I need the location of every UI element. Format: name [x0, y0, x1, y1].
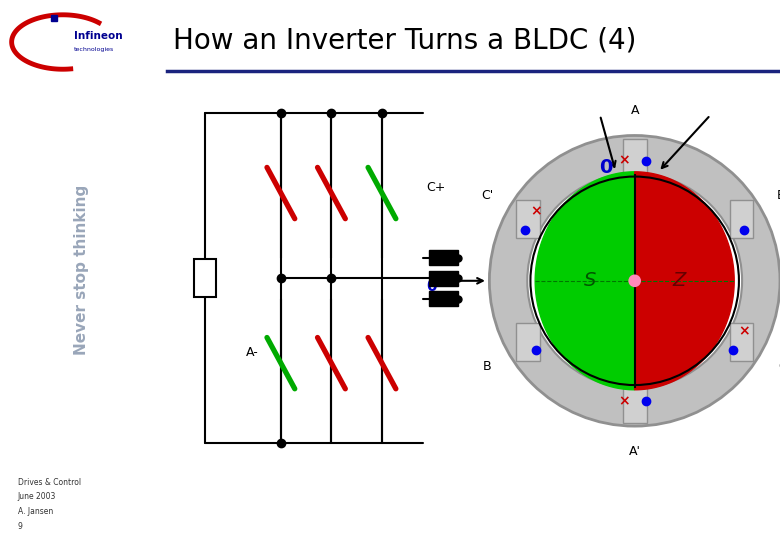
Polygon shape [535, 172, 635, 390]
Text: S: S [584, 271, 597, 291]
Text: C: C [778, 360, 780, 373]
Bar [193, 259, 216, 297]
Text: How an Inverter Turns a BLDC (4): How an Inverter Turns a BLDC (4) [173, 26, 636, 55]
Bar [623, 139, 647, 177]
Bar [729, 323, 753, 361]
Bar [429, 250, 458, 265]
Circle shape [629, 274, 641, 287]
Circle shape [489, 136, 780, 426]
Text: A: A [630, 104, 639, 117]
Text: A': A' [629, 445, 640, 458]
Text: Drives & Control: Drives & Control [18, 478, 81, 487]
Bar [729, 200, 753, 238]
Text: 0: 0 [426, 279, 437, 294]
Text: B: B [483, 360, 491, 373]
Text: B': B' [776, 189, 780, 202]
Text: 1: 1 [0, 539, 1, 540]
Text: ×: × [739, 324, 750, 338]
Bar [623, 385, 647, 423]
Text: A. Jansen: A. Jansen [18, 507, 53, 516]
Text: A-: A- [246, 346, 259, 359]
Text: ×: × [530, 204, 542, 218]
Text: ×: × [618, 154, 629, 168]
Text: June 2003: June 2003 [18, 492, 56, 502]
Circle shape [527, 173, 742, 388]
Text: 0: 0 [0, 539, 1, 540]
Bar [429, 291, 458, 306]
Text: 9: 9 [18, 522, 23, 531]
Text: C+: C+ [426, 181, 445, 194]
Text: technologies: technologies [74, 47, 115, 52]
Text: 0: 0 [600, 158, 613, 177]
Bar [516, 200, 540, 238]
Bar [516, 323, 540, 361]
Polygon shape [635, 172, 734, 390]
Text: Infineon: Infineon [74, 31, 122, 41]
Text: ×: × [618, 394, 629, 408]
Bar [429, 271, 458, 286]
Text: Z: Z [672, 271, 686, 291]
Text: C': C' [480, 189, 493, 202]
Text: Never stop thinking: Never stop thinking [74, 185, 89, 355]
